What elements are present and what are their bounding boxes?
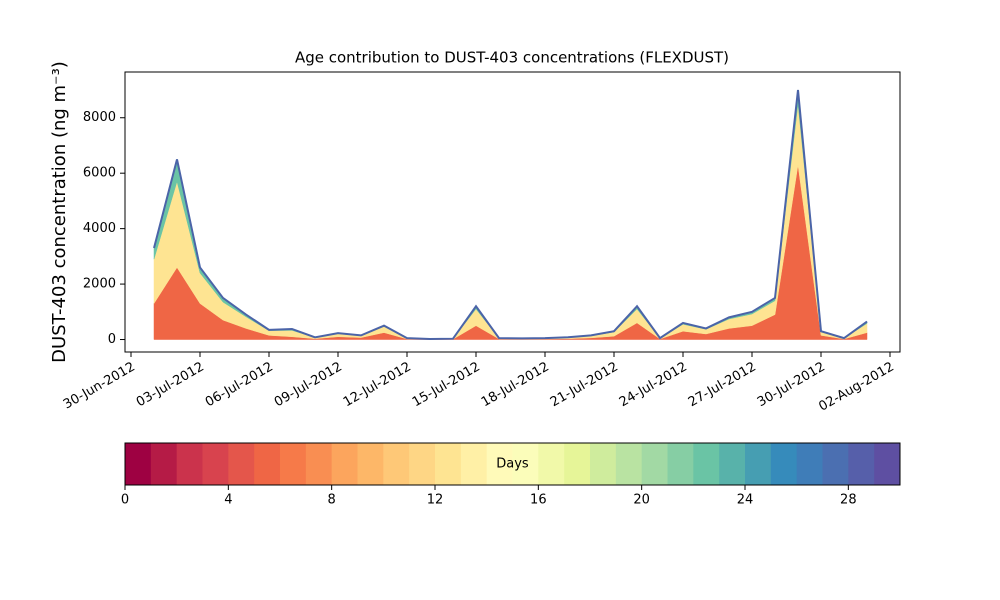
x-tick-label: 21-Jul-2012 xyxy=(548,360,621,411)
colorbar-tick-label: 8 xyxy=(328,493,336,508)
x-tick-label: 12-Jul-2012 xyxy=(341,360,414,411)
colorbar-segment xyxy=(409,443,436,485)
colorbar-segment xyxy=(460,443,488,485)
axes-frame xyxy=(124,71,901,353)
colorbar-segment xyxy=(383,443,410,485)
colorbar-segment xyxy=(486,443,513,485)
colorbar-segment xyxy=(745,443,772,485)
colorbar-segment xyxy=(693,443,720,485)
colorbar-segment xyxy=(538,443,565,485)
plot-area xyxy=(153,89,868,340)
x-tick-label: 24-Jul-2012 xyxy=(617,360,690,411)
colorbar-segment xyxy=(176,443,203,485)
x-tick-label: 30-Jun-2012 xyxy=(61,360,138,413)
x-tick-label: 06-Jul-2012 xyxy=(203,360,276,411)
x-tick-label: 02-Aug-2012 xyxy=(816,360,896,415)
x-tick-label: 27-Jul-2012 xyxy=(686,360,759,411)
colorbar-segment xyxy=(202,443,229,485)
colorbar-tick-label: 16 xyxy=(530,493,547,508)
colorbar-segment xyxy=(667,443,694,485)
colorbar-segment xyxy=(641,443,668,485)
colorbar-segment xyxy=(590,443,617,485)
y-axis-label: DUST-403 concentration (ng m⁻³) xyxy=(49,61,70,363)
colorbar: Days 0 4 8 12 16 20 24 28 xyxy=(121,442,901,508)
colorbar-tick-label: 28 xyxy=(840,493,857,508)
x-tick-label: 15-Jul-2012 xyxy=(410,360,483,411)
y-tick-label: 6000 xyxy=(83,166,116,181)
area-layer xyxy=(153,89,868,340)
colorbar-segment xyxy=(848,443,875,485)
colorbar-segment xyxy=(305,443,333,485)
x-tick-label: 03-Jul-2012 xyxy=(134,360,207,411)
colorbar-frame xyxy=(124,442,901,486)
chart-title: Age contribution to DUST-403 concentrati… xyxy=(295,49,729,67)
colorbar-segment xyxy=(150,443,178,485)
area-layer xyxy=(153,103,868,340)
colorbar-segment xyxy=(796,443,823,485)
x-tick-label: 09-Jul-2012 xyxy=(272,360,345,411)
colorbar-segment xyxy=(331,443,358,485)
y-tick-label: 8000 xyxy=(83,110,116,125)
colorbar-tick-label: 4 xyxy=(224,493,232,508)
colorbar-segment xyxy=(615,443,643,485)
y-tick-label: 2000 xyxy=(83,277,116,292)
colorbar-tick-label: 0 xyxy=(121,493,129,508)
y-tick-label: 0 xyxy=(108,332,116,347)
y-tick-label: 4000 xyxy=(83,221,116,236)
colorbar-segment xyxy=(512,443,539,485)
total-line xyxy=(153,89,868,340)
colorbar-segment xyxy=(254,443,281,485)
x-tick-label: 18-Jul-2012 xyxy=(479,360,552,411)
colorbar-segment xyxy=(719,443,746,485)
colorbar-segment xyxy=(770,443,798,485)
colorbar-segment xyxy=(228,443,255,485)
colorbar-segment xyxy=(125,443,152,485)
colorbar-tick-label: 12 xyxy=(427,493,444,508)
colorbar-segment xyxy=(564,443,591,485)
colorbar-label: Days xyxy=(496,457,529,472)
colorbar-segment xyxy=(822,443,849,485)
colorbar-tick-label: 20 xyxy=(633,493,650,508)
colorbar-segment xyxy=(280,443,307,485)
colorbar-segment xyxy=(357,443,384,485)
colorbar-segment xyxy=(874,443,901,485)
colorbar-tick-label: 24 xyxy=(737,493,754,508)
colorbar-segment xyxy=(435,443,462,485)
